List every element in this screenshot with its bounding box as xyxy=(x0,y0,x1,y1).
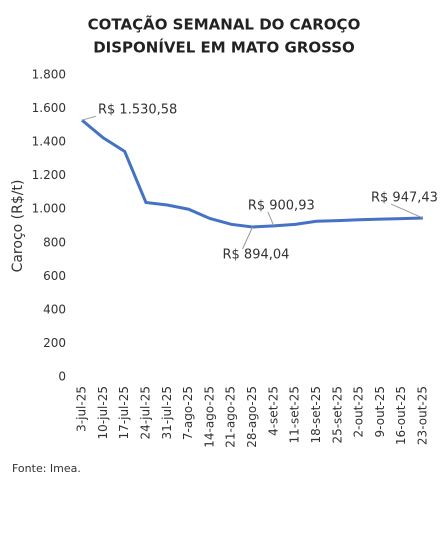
leader-line xyxy=(390,203,424,219)
y-tick-label: 0 xyxy=(58,370,66,384)
source: Fonte: Imea. xyxy=(12,462,81,475)
y-tick-label: 1.000 xyxy=(32,202,66,216)
x-tick-label: 14-ago-25 xyxy=(202,386,216,448)
leader-line xyxy=(242,226,253,250)
y-tick-label: 600 xyxy=(43,269,66,283)
x-tick-label: 31-jul-25 xyxy=(160,386,174,439)
data-label: R$ 900,93 xyxy=(248,198,315,213)
x-tick-label: 28-ago-25 xyxy=(245,386,259,448)
leader-line xyxy=(267,211,275,227)
y-tick-label: 1.600 xyxy=(32,101,66,115)
y-axis-label: Caroço (R$/t) xyxy=(10,180,26,273)
x-tick-label: 25-set-25 xyxy=(330,386,344,444)
x-tick-label: 23-out-25 xyxy=(416,386,430,445)
x-tick-label: 16-out-25 xyxy=(394,386,408,445)
x-tick-label: 7-ago-25 xyxy=(181,386,195,440)
y-tick-label: 800 xyxy=(43,235,66,249)
chart-title: DISPONÍVEL EM MATO GROSSO xyxy=(93,38,355,57)
x-tick-label: 4-set-25 xyxy=(266,386,280,436)
x-tick-label: 11-set-25 xyxy=(288,386,302,444)
data-label: R$ 1.530,58 xyxy=(98,103,177,118)
chart-title: COTAÇÃO SEMANAL DO CAROÇO xyxy=(88,15,361,34)
y-tick-label: 1.800 xyxy=(32,68,66,82)
data-label: R$ 947,43 xyxy=(371,191,438,206)
x-tick-label: 3-jul-25 xyxy=(75,386,89,432)
leader-line xyxy=(81,115,97,121)
data-label: R$ 894,04 xyxy=(223,247,290,262)
x-tick-label: 17-jul-25 xyxy=(117,386,131,439)
x-tick-label: 21-ago-25 xyxy=(224,386,238,448)
x-tick-label: 9-out-25 xyxy=(373,386,387,437)
x-tick-label: 10-jul-25 xyxy=(96,386,110,439)
x-tick-label: 18-set-25 xyxy=(309,386,323,444)
x-tick-label: 24-jul-25 xyxy=(138,386,152,439)
x-tick-label: 2-out-25 xyxy=(352,386,366,437)
y-tick-label: 200 xyxy=(43,336,66,350)
y-tick-label: 1.200 xyxy=(32,168,66,182)
y-tick-label: 1.400 xyxy=(32,135,66,149)
y-tick-label: 400 xyxy=(43,302,66,316)
